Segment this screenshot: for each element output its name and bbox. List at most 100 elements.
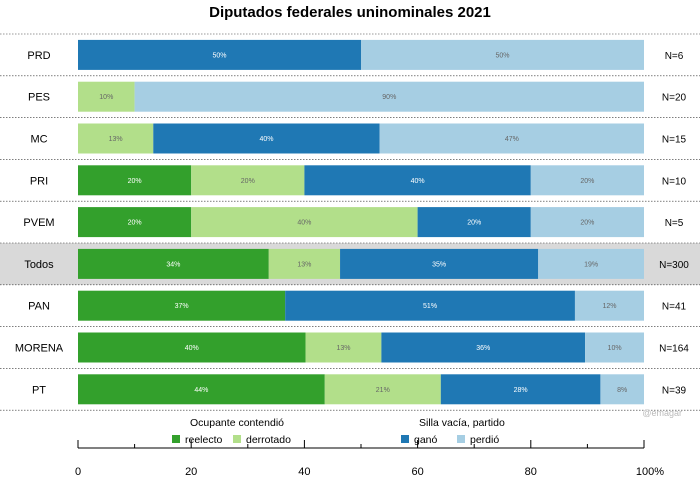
bar-segment (600, 374, 644, 405)
bar-data-label: 40% (411, 178, 425, 185)
bar-segment (574, 290, 644, 321)
bar-data-label: 51% (423, 303, 437, 310)
n-label: N=300 (659, 260, 689, 271)
x-axis: 0 20 40 60 80 100% (75, 440, 664, 478)
bar-data-label: 13% (336, 345, 350, 352)
bar-segment (78, 123, 154, 154)
legend-swatch (172, 435, 180, 443)
bar-data-label: 20% (128, 220, 142, 227)
legend: Ocupante contendió reelecto derrotado Silla… (172, 417, 505, 446)
x-tick-label: 100% (636, 466, 664, 478)
bar-segment (78, 248, 269, 279)
bar-data-label: 20% (467, 220, 481, 227)
x-tick-label: 40 (298, 466, 310, 478)
legend-item-label: derrotado (246, 434, 291, 446)
bar-data-label: 37% (175, 303, 189, 310)
bar-data-label: 40% (185, 345, 199, 352)
bar-data-label: 13% (297, 261, 311, 268)
party-label: PT (32, 384, 46, 396)
chart-bars: 50% 50% 10% 90% 13% 40% 47% 20% 20% 40% 20% 20% 40% 2… (78, 39, 644, 405)
bar-segment (585, 332, 644, 363)
bar-segment (530, 207, 644, 238)
bar-segment (191, 207, 418, 238)
party-label: MC (30, 134, 47, 146)
bar-data-label: 90% (382, 94, 396, 101)
n-label: N=5 (665, 218, 684, 229)
n-label: N=15 (662, 135, 687, 146)
bar-data-label: 12% (602, 303, 616, 310)
bar-segment (381, 332, 586, 363)
bar-segment (538, 248, 644, 279)
legend-group-title: Ocupante contendió (190, 417, 284, 429)
chart-title: Diputados federales uninominales 2021 (209, 4, 491, 21)
n-label: N=41 (662, 302, 687, 313)
party-label: PES (28, 92, 50, 104)
bar-segment (268, 248, 341, 279)
x-tick-label: 0 (75, 466, 81, 478)
bar-data-label: 47% (505, 136, 519, 143)
bar-segment (340, 248, 539, 279)
legend-group-title: Silla vacía, partido (419, 417, 505, 429)
bar-data-label: 36% (476, 345, 490, 352)
legend-item-label: perdió (470, 434, 499, 446)
bar-segment (134, 81, 644, 112)
bar-segment (78, 374, 325, 405)
bar-data-label: 20% (241, 178, 255, 185)
bar-data-label: 28% (514, 387, 528, 394)
n-label: N=20 (662, 93, 687, 104)
party-label: PRI (30, 175, 48, 187)
bar-data-label: 44% (194, 387, 208, 394)
bar-data-label: 19% (584, 261, 598, 268)
bar-data-label: 20% (580, 220, 594, 227)
legend-item-label: reelecto (185, 434, 223, 446)
legend-swatch (401, 435, 409, 443)
credit-label: @emagar (642, 408, 682, 418)
bar-segment (285, 290, 575, 321)
x-tick-label: 60 (411, 466, 423, 478)
bar-segment (78, 81, 135, 112)
bar-segment (78, 207, 192, 238)
legend-swatch (233, 435, 241, 443)
bar-data-label: 13% (109, 136, 123, 143)
bar-segment (361, 39, 644, 70)
bar-segment (440, 374, 601, 405)
party-label: PVEM (23, 217, 54, 229)
bar-segment (379, 123, 644, 154)
bar-segment (78, 290, 286, 321)
legend-item-label: ganó (414, 434, 438, 446)
party-label: PRD (27, 50, 50, 62)
bar-data-label: 10% (608, 345, 622, 352)
bar-segment (305, 332, 382, 363)
party-label: Todos (24, 259, 54, 271)
bar-data-label: 50% (495, 52, 509, 59)
party-label: MORENA (15, 343, 64, 355)
party-label: PAN (28, 301, 50, 313)
bar-segment (417, 207, 531, 238)
bar-data-label: 50% (212, 52, 226, 59)
bar-data-label: 8% (617, 387, 627, 394)
bar-data-label: 21% (376, 387, 390, 394)
bar-data-label: 35% (432, 261, 446, 268)
x-tick-label: 80 (525, 466, 537, 478)
bar-segment (530, 165, 644, 196)
n-label: N=39 (662, 385, 687, 396)
legend-swatch (457, 435, 465, 443)
bar-data-label: 34% (166, 261, 180, 268)
bar-data-label: 40% (259, 136, 273, 143)
bar-data-label: 10% (99, 94, 113, 101)
bar-segment (191, 165, 305, 196)
bar-segment (153, 123, 380, 154)
bar-data-label: 40% (297, 220, 311, 227)
bar-segment (324, 374, 441, 405)
n-label: N=10 (662, 176, 687, 187)
x-tick-label: 20 (185, 466, 197, 478)
bar-data-label: 20% (128, 178, 142, 185)
n-label: N=6 (665, 51, 684, 62)
bar-segment (78, 332, 306, 363)
n-label: N=164 (659, 344, 689, 355)
bar-data-label: 20% (580, 178, 594, 185)
bar-segment (304, 165, 531, 196)
bar-segment (78, 165, 192, 196)
bar-segment (78, 39, 361, 70)
